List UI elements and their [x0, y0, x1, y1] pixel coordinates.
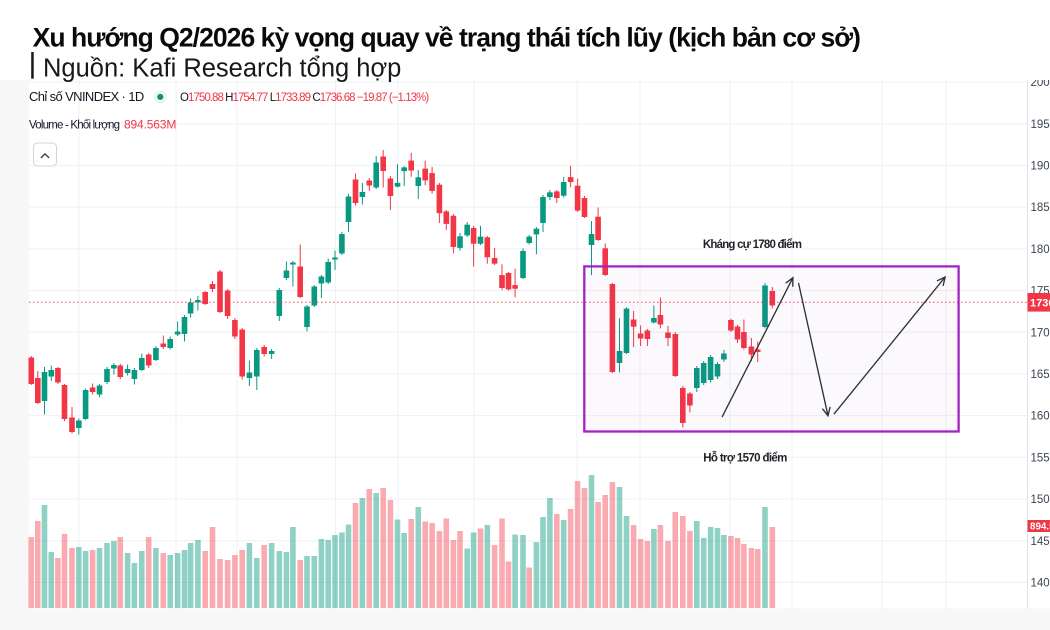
svg-text:894.563M: 894.563M: [124, 117, 176, 131]
svg-text:1736.6: 1736.6: [1030, 298, 1050, 310]
svg-text:1950: 1950: [1031, 119, 1050, 131]
svg-text:Kháng cự 1780 điểm: Kháng cự 1780 điểm: [703, 239, 802, 251]
svg-text:1650: 1650: [1031, 369, 1050, 381]
svg-text:1700: 1700: [1031, 327, 1050, 339]
svg-text:Hỗ trợ 1570 điểm: Hỗ trợ 1570 điểm: [703, 452, 787, 465]
svg-text:1550: 1550: [1031, 452, 1050, 464]
svg-text:1850: 1850: [1031, 202, 1050, 214]
svg-text:894.5: 894.5: [1030, 522, 1050, 533]
svg-text:Volume - Khối lượng: Volume - Khối lượng: [29, 119, 120, 131]
svg-text:1500: 1500: [1031, 494, 1050, 506]
svg-text:O1750.88 H1754.77 L1733.89 C17: O1750.88 H1754.77 L1733.89 C1736.68 −19.…: [180, 92, 429, 104]
svg-text:1900: 1900: [1031, 161, 1050, 173]
svg-text:Xu hướng Q2/2026 kỳ vọng quay: Xu hướng Q2/2026 kỳ vọng quay về trạng t…: [33, 22, 861, 52]
svg-text:2000: 2000: [1031, 77, 1050, 89]
svg-text:1800: 1800: [1031, 244, 1050, 256]
svg-text:Nguồn: Kafi Research tổng hợp: Nguồn: Kafi Research tổng hợp: [43, 54, 401, 82]
svg-text:1400: 1400: [1031, 578, 1050, 590]
svg-text:1600: 1600: [1031, 411, 1050, 423]
svg-text:Chỉ số VNINDEX · 1D: Chỉ số VNINDEX · 1D: [29, 89, 144, 104]
svg-text:1450: 1450: [1031, 536, 1050, 548]
